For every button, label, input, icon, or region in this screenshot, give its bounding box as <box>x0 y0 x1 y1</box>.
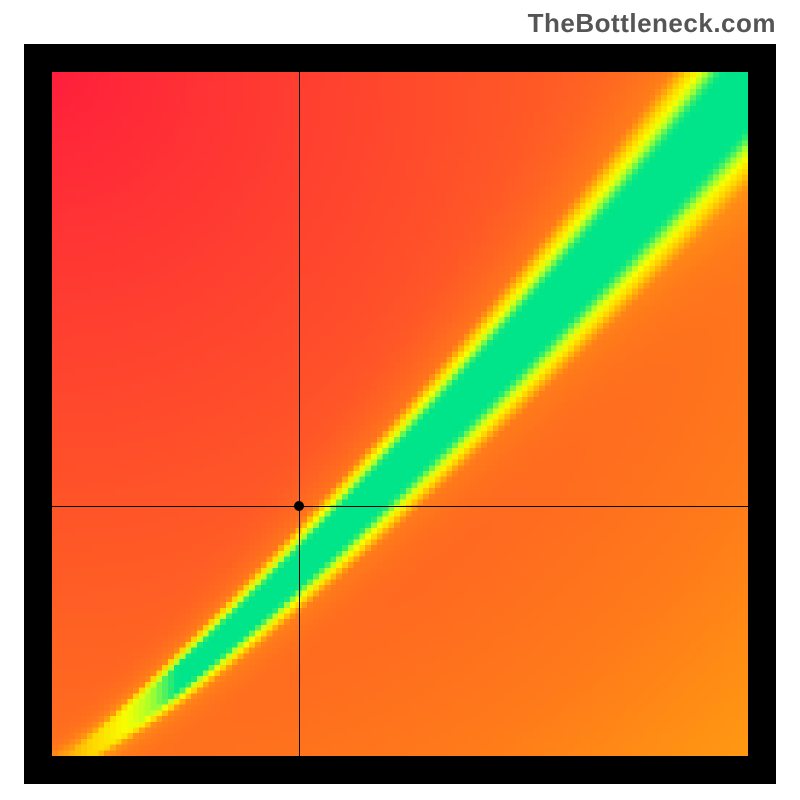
target-point-marker <box>294 501 304 511</box>
plot-frame <box>24 44 776 784</box>
bottleneck-heatmap <box>52 72 748 756</box>
chart-container: TheBottleneck.com <box>0 0 800 800</box>
watermark-text: TheBottleneck.com <box>528 8 776 39</box>
crosshair-vertical <box>299 72 300 756</box>
crosshair-horizontal <box>52 506 748 507</box>
